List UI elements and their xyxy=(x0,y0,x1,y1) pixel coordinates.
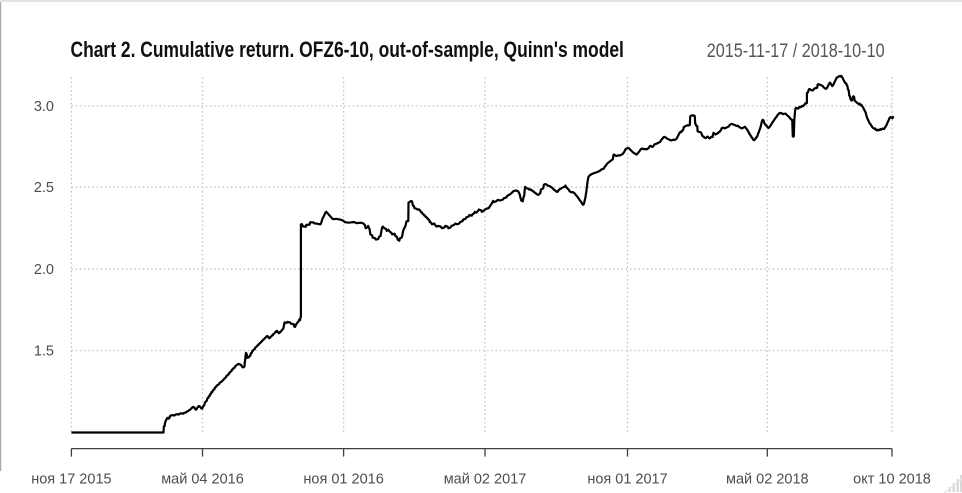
svg-text:май 02 2017: май 02 2017 xyxy=(444,472,527,488)
svg-text:Chart 2. Cumulative return. OF: Chart 2. Cumulative return. OFZ6-10, out… xyxy=(71,37,624,62)
svg-text:май 04 2016: май 04 2016 xyxy=(161,472,244,488)
svg-text:1.5: 1.5 xyxy=(34,344,54,360)
svg-text:май 02 2018: май 02 2018 xyxy=(726,472,809,488)
svg-text:окт 10 2018: окт 10 2018 xyxy=(853,472,931,488)
svg-text:ноя 17 2015: ноя 17 2015 xyxy=(31,472,111,488)
svg-text:ноя 01 2017: ноя 01 2017 xyxy=(587,472,667,488)
svg-text:2.5: 2.5 xyxy=(34,180,54,196)
svg-text:ноя 01 2016: ноя 01 2016 xyxy=(303,472,383,488)
svg-text:3.0: 3.0 xyxy=(34,99,54,115)
svg-text:2015-11-17 / 2018-10-10: 2015-11-17 / 2018-10-10 xyxy=(707,41,885,62)
svg-text:2.0: 2.0 xyxy=(34,262,54,278)
